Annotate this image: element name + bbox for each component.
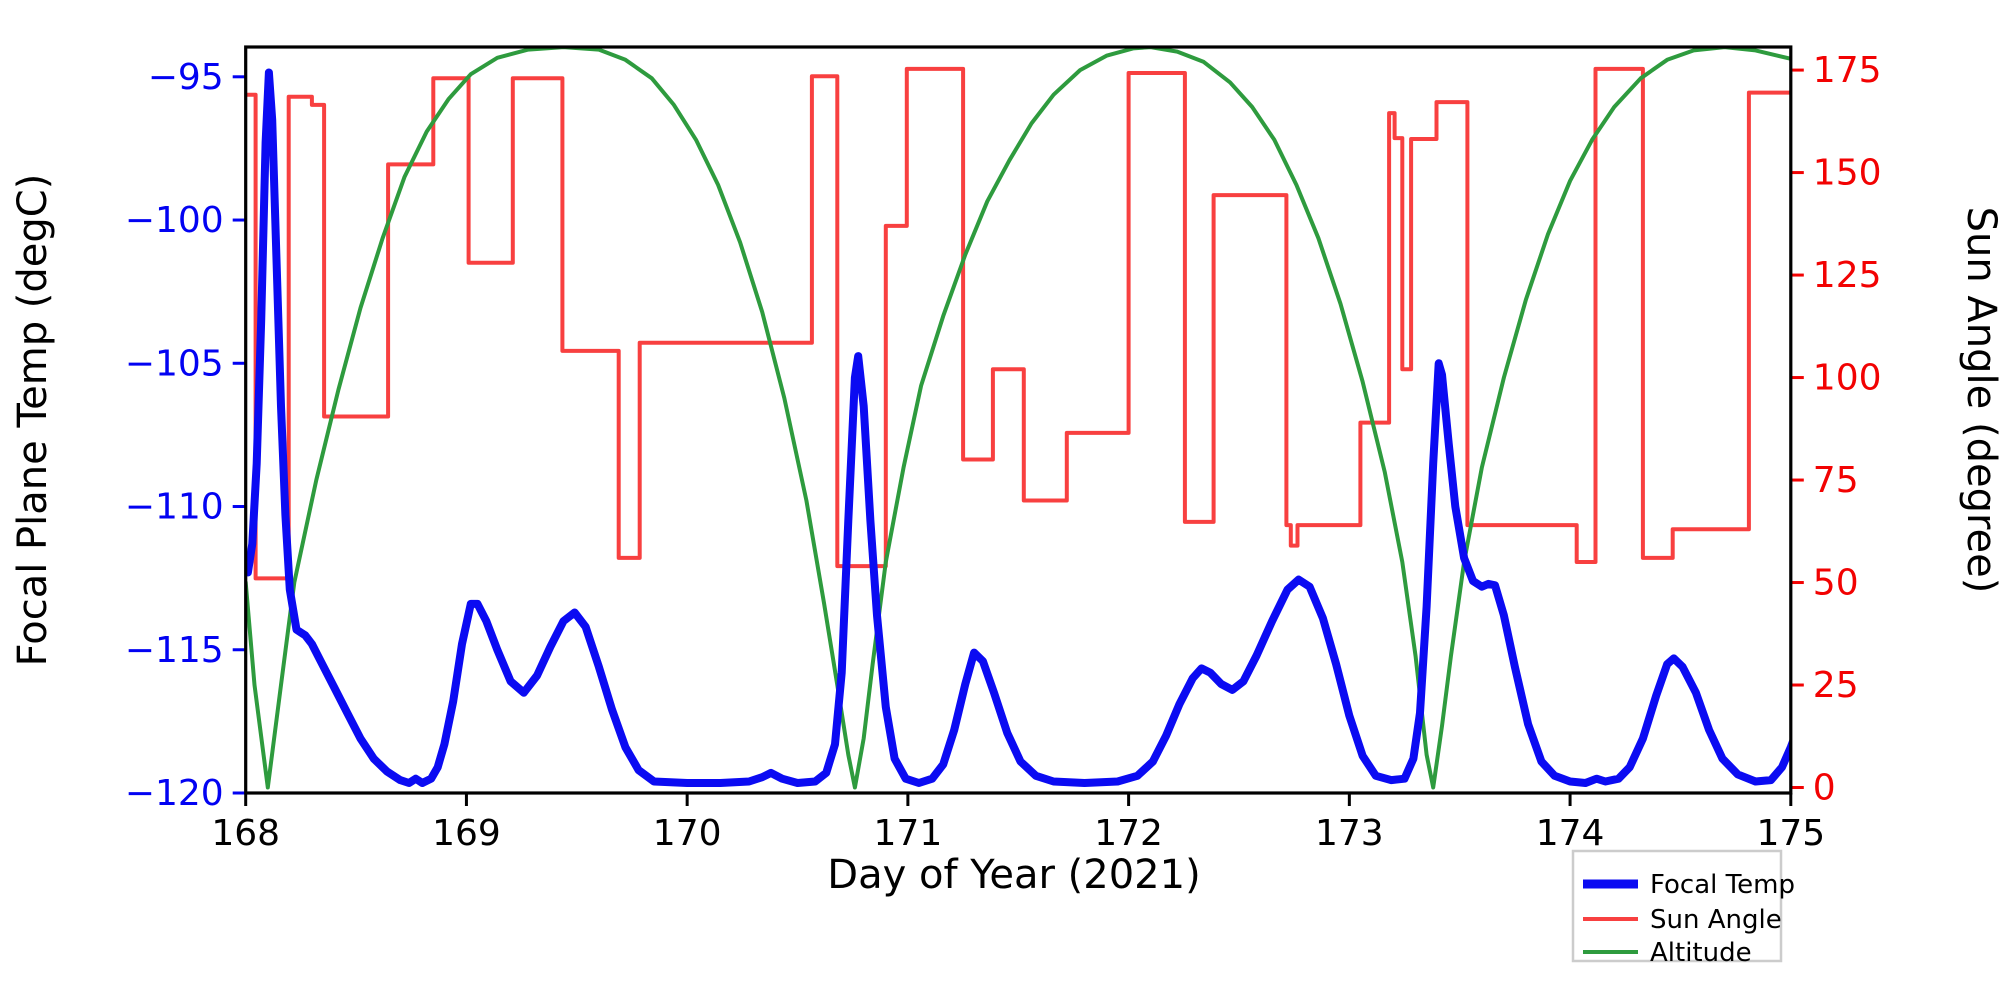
right-y-tick-label: 125 (1813, 255, 1882, 296)
x-tick-label: 175 (1756, 813, 1825, 854)
legend: Focal Temp Sun Angle Altitude (1571, 849, 1795, 968)
right-y-tick-label: 100 (1813, 358, 1882, 399)
series-sun-angle (245, 66, 1792, 581)
legend-label-altitude: Altitude (1650, 938, 1752, 968)
plot-area (245, 46, 1792, 790)
left-y-tick-label: −115 (125, 630, 224, 671)
right-y-tick-label: 0 (1813, 768, 1836, 809)
legend-label-focal-temp: Focal Temp (1650, 870, 1795, 900)
right-y-tick-label: 75 (1813, 460, 1859, 501)
left-y-axis-title: Focal Plane Temp (degC) (10, 174, 56, 667)
legend-label-sun-angle: Sun Angle (1650, 905, 1782, 935)
right-y-tick-label: 50 (1813, 563, 1859, 604)
left-y-tick-label: −105 (125, 343, 224, 384)
right-y-tick-label: 150 (1813, 153, 1882, 194)
x-tick-label: 172 (1094, 813, 1163, 854)
plot-border (244, 45, 1793, 795)
x-tick-label: 171 (874, 813, 943, 854)
right-y-tick-label: 25 (1813, 665, 1859, 706)
x-axis-title: Day of Year (2021) (827, 852, 1200, 898)
legend-box (1571, 849, 1783, 963)
right-y-tick-label: 175 (1813, 50, 1882, 91)
x-tick-label: 173 (1315, 813, 1384, 854)
x-tick-label: 174 (1536, 813, 1605, 854)
left-y-tick-label: −95 (148, 57, 224, 98)
left-y-tick-label: −110 (125, 487, 224, 528)
right-y-axis-title: Sun Angle (degree) (1958, 207, 2000, 594)
left-y-tick-label: −100 (125, 200, 224, 241)
series-focal-temp (245, 68, 1792, 787)
axes: 168 169 170 171 172 173 174 175 −95 −100 −105 −110 −… (125, 50, 1882, 854)
series-altitude (245, 46, 1792, 790)
x-tick-label: 170 (653, 813, 722, 854)
left-y-tick-label: −120 (125, 773, 224, 814)
x-tick-label: 168 (211, 813, 280, 854)
x-tick-label: 169 (432, 813, 501, 854)
